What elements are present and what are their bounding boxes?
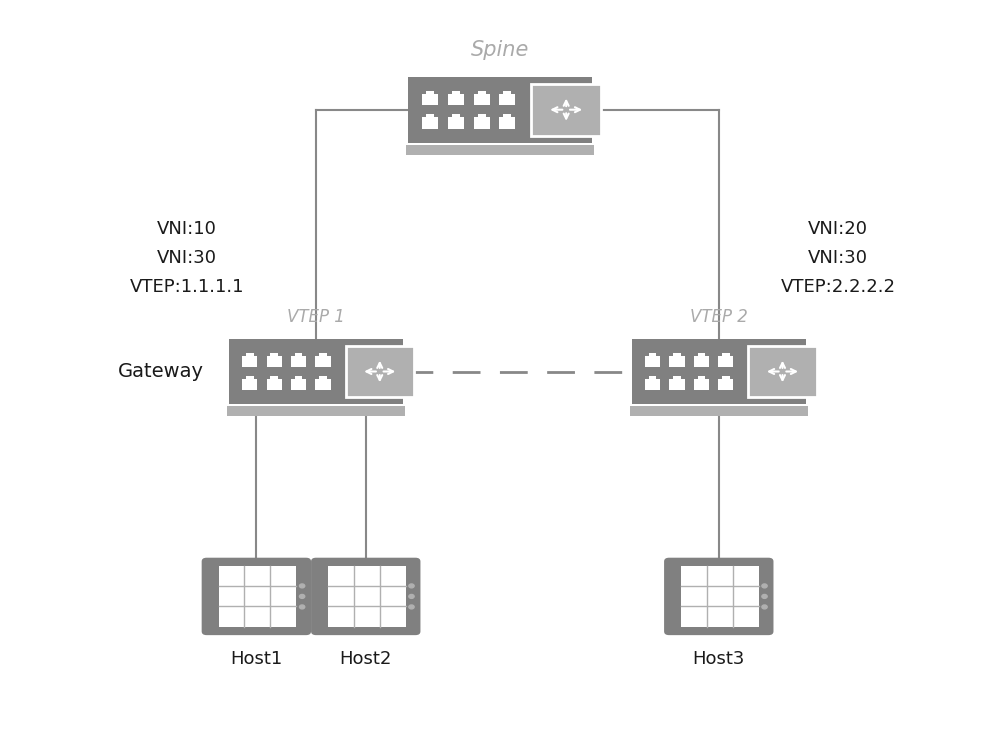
Bar [681, 566, 759, 626]
Bar [698, 354, 705, 357]
FancyBboxPatch shape [311, 558, 420, 635]
Bar [669, 562, 679, 632]
FancyBboxPatch shape [202, 558, 311, 635]
Text: Host3: Host3 [693, 650, 745, 668]
Bar [474, 94, 490, 106]
Bar [531, 84, 601, 135]
Bar [315, 379, 331, 390]
Bar [698, 376, 705, 379]
Bar [632, 339, 806, 404]
Bar [270, 354, 278, 357]
Bar [503, 91, 511, 94]
Circle shape [299, 605, 305, 609]
Text: VNI:20
VNI:30
VTEP:2.2.2.2: VNI:20 VNI:30 VTEP:2.2.2.2 [781, 220, 896, 296]
Bar [319, 376, 327, 379]
Circle shape [762, 594, 767, 598]
Bar [673, 376, 681, 379]
FancyBboxPatch shape [664, 558, 773, 635]
Bar [346, 346, 414, 397]
Bar [673, 354, 681, 357]
Bar [499, 117, 515, 129]
Bar [649, 376, 656, 379]
Bar [448, 117, 464, 129]
Bar [328, 566, 406, 626]
Circle shape [409, 584, 414, 588]
Bar [316, 626, 415, 632]
Text: Gateway: Gateway [118, 362, 204, 381]
Bar [630, 406, 808, 415]
Bar [448, 94, 464, 106]
Bar [207, 626, 306, 632]
Bar [319, 354, 327, 357]
Bar [761, 562, 768, 632]
Text: Host1: Host1 [230, 650, 282, 668]
Bar [645, 356, 660, 367]
Bar [422, 117, 438, 129]
Bar [229, 339, 403, 404]
Bar [267, 379, 282, 390]
Bar [207, 562, 217, 632]
Bar [406, 145, 594, 155]
Bar [408, 562, 415, 632]
Bar [298, 562, 306, 632]
Bar [478, 114, 486, 117]
Bar [722, 376, 730, 379]
Bar [316, 562, 326, 632]
Bar [718, 356, 733, 367]
Bar [242, 356, 257, 367]
Bar [295, 354, 302, 357]
Bar [242, 379, 257, 390]
Bar [422, 94, 438, 106]
Text: VTEP 2: VTEP 2 [690, 308, 748, 325]
Circle shape [409, 594, 414, 598]
Circle shape [762, 605, 767, 609]
Circle shape [299, 594, 305, 598]
Bar [295, 376, 302, 379]
Text: VTEP 1: VTEP 1 [287, 308, 345, 325]
Bar [722, 354, 730, 357]
Bar [246, 376, 254, 379]
Bar [452, 91, 460, 94]
Bar [474, 117, 490, 129]
Bar [291, 379, 306, 390]
Bar [718, 379, 733, 390]
Bar [669, 379, 685, 390]
Bar [694, 379, 709, 390]
Bar [478, 91, 486, 94]
Bar [291, 356, 306, 367]
Bar [748, 346, 817, 397]
Circle shape [409, 605, 414, 609]
Bar [694, 356, 709, 367]
Bar [645, 379, 660, 390]
Bar [669, 356, 685, 367]
Bar [426, 91, 434, 94]
Bar [649, 354, 656, 357]
Circle shape [762, 584, 767, 588]
Bar [408, 77, 592, 143]
Bar [270, 376, 278, 379]
Text: Spine: Spine [471, 40, 529, 60]
Text: VNI:10
VNI:30
VTEP:1.1.1.1: VNI:10 VNI:30 VTEP:1.1.1.1 [130, 220, 244, 296]
Bar [669, 626, 768, 632]
Bar [267, 356, 282, 367]
Bar [246, 354, 254, 357]
Bar [503, 114, 511, 117]
Text: Host2: Host2 [340, 650, 392, 668]
Bar [227, 406, 405, 415]
Bar [426, 114, 434, 117]
Bar [499, 94, 515, 106]
Circle shape [299, 584, 305, 588]
Bar [452, 114, 460, 117]
Bar [315, 356, 331, 367]
Bar [219, 566, 296, 626]
